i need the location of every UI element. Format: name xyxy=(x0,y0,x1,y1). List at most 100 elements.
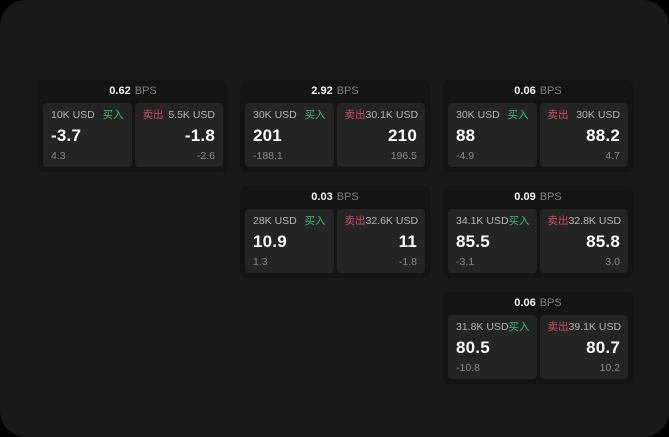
sell-amount: 30K USD xyxy=(576,109,620,121)
sell-price: 11 xyxy=(398,232,417,251)
sell-quote-panel[interactable]: 卖出 39.1K USD 80.7 10.2 xyxy=(539,315,628,379)
buy-amount: 28K USD xyxy=(253,215,297,227)
sell-price: 80.7 xyxy=(586,338,620,357)
sell-quote-panel[interactable]: 卖出 32.8K USD 85.8 3.0 xyxy=(539,209,628,273)
sell-side-label: 卖出 xyxy=(547,321,569,333)
bps-value: 0.62 xyxy=(109,85,131,97)
sell-side-label: 卖出 xyxy=(547,109,569,121)
bps-quote-card: 0.03 BPS 28K USD 买入 10.9 1.3 卖出 32.6K US… xyxy=(240,186,430,278)
buy-price: 88 xyxy=(456,126,476,145)
buy-price: 80.5 xyxy=(456,338,490,357)
buy-label-row: 10K USD 买入 xyxy=(51,110,124,121)
buy-side-label: 买入 xyxy=(102,109,124,121)
buy-amount: 34.1K USD xyxy=(456,215,509,227)
sell-label-row: 卖出 30K USD xyxy=(548,110,621,121)
quote-panels: 30K USD 买入 88 -4.9 卖出 30K USD 88.2 4.7 xyxy=(448,103,628,167)
sell-label-row: 卖出 32.8K USD xyxy=(547,215,622,227)
buy-label-row: 28K USD 买入 xyxy=(253,216,326,227)
buy-delta: 4.3 xyxy=(51,149,66,162)
buy-amount: 10K USD xyxy=(51,109,95,121)
bps-unit-label: BPS xyxy=(336,191,359,203)
buy-price: 85.5 xyxy=(456,232,490,251)
sell-delta: 196.5 xyxy=(390,149,417,162)
quote-panels: 10K USD 买入 -3.7 4.3 卖出 5.5K USD -1.8 -2.… xyxy=(43,103,223,167)
buy-label-row: 30K USD 买入 xyxy=(456,110,529,121)
buy-quote-panel[interactable]: 10K USD 买入 -3.7 4.3 xyxy=(43,103,132,167)
sell-label-row: 卖出 32.6K USD xyxy=(344,215,419,227)
sell-label-row: 卖出 30.1K USD xyxy=(344,109,419,121)
bps-quote-card: 0.06 BPS 31.8K USD 买入 80.5 -10.8 卖出 39.1… xyxy=(443,292,633,384)
sell-price: 85.8 xyxy=(586,232,620,251)
buy-delta: 1.3 xyxy=(253,255,268,268)
buy-delta: -3.1 xyxy=(456,255,475,268)
bps-unit-label: BPS xyxy=(134,85,157,97)
buy-quote-panel[interactable]: 30K USD 买入 201 -188.1 xyxy=(245,103,334,167)
sell-price: -1.8 xyxy=(184,126,215,145)
buy-delta: -188.1 xyxy=(253,149,283,162)
buy-price: -3.7 xyxy=(51,126,82,145)
buy-label-row: 30K USD 买入 xyxy=(253,110,326,121)
buy-quote-panel[interactable]: 28K USD 买入 10.9 1.3 xyxy=(245,209,334,273)
buy-amount: 31.8K USD xyxy=(456,321,509,333)
bps-value: 0.03 xyxy=(311,191,333,203)
bps-quote-card: 0.06 BPS 30K USD 买入 88 -4.9 卖出 30K USD 8… xyxy=(443,80,633,172)
buy-label-row: 34.1K USD 买入 xyxy=(456,215,530,227)
bps-quote-card: 0.62 BPS 10K USD 买入 -3.7 4.3 卖出 5.5K USD… xyxy=(38,80,228,172)
sell-amount: 39.1K USD xyxy=(568,321,622,333)
buy-price: 201 xyxy=(253,126,282,145)
bps-value: 2.92 xyxy=(311,85,333,97)
buy-delta: -4.9 xyxy=(456,149,475,162)
buy-amount: 30K USD xyxy=(456,109,500,121)
buy-side-label: 买入 xyxy=(507,109,529,121)
sell-label-row: 卖出 39.1K USD xyxy=(547,321,622,333)
sell-delta: 4.7 xyxy=(605,149,620,162)
buy-amount: 30K USD xyxy=(253,109,297,121)
buy-quote-panel[interactable]: 31.8K USD 买入 80.5 -10.8 xyxy=(448,315,537,379)
sell-quote-panel[interactable]: 卖出 32.6K USD 11 -1.8 xyxy=(336,209,425,273)
bps-header: 0.03 BPS xyxy=(240,186,430,209)
bps-value: 0.06 xyxy=(514,85,536,97)
bps-header: 0.06 BPS xyxy=(443,292,633,315)
bps-quote-card: 2.92 BPS 30K USD 买入 201 -188.1 卖出 30.1K … xyxy=(240,80,430,172)
bps-unit-label: BPS xyxy=(539,191,562,203)
buy-quote-panel[interactable]: 34.1K USD 买入 85.5 -3.1 xyxy=(448,209,537,273)
buy-quote-panel[interactable]: 30K USD 买入 88 -4.9 xyxy=(448,103,537,167)
bps-header: 2.92 BPS xyxy=(240,80,430,103)
bps-value: 0.06 xyxy=(514,297,536,309)
bps-unit-label: BPS xyxy=(539,85,562,97)
sell-amount: 5.5K USD xyxy=(168,109,215,121)
bps-header: 0.62 BPS xyxy=(38,80,228,103)
quote-panels: 30K USD 买入 201 -188.1 卖出 30.1K USD 210 1… xyxy=(245,103,425,167)
bps-header: 0.09 BPS xyxy=(443,186,633,209)
sell-amount: 32.8K USD xyxy=(568,215,622,227)
sell-amount: 30.1K USD xyxy=(365,109,419,121)
sell-quote-panel[interactable]: 卖出 30.1K USD 210 196.5 xyxy=(336,103,425,167)
quote-panels: 28K USD 买入 10.9 1.3 卖出 32.6K USD 11 -1.8 xyxy=(245,209,425,273)
sell-delta: -1.8 xyxy=(398,255,417,268)
sell-side-label: 卖出 xyxy=(344,109,366,121)
buy-delta: -10.8 xyxy=(456,361,480,374)
buy-side-label: 买入 xyxy=(508,321,530,333)
sell-delta: 3.0 xyxy=(605,255,620,268)
buy-side-label: 买入 xyxy=(304,109,326,121)
bps-quote-card: 0.09 BPS 34.1K USD 买入 85.5 -3.1 卖出 32.8K… xyxy=(443,186,633,278)
sell-label-row: 卖出 5.5K USD xyxy=(143,110,216,121)
bps-unit-label: BPS xyxy=(336,85,359,97)
buy-side-label: 买入 xyxy=(508,215,530,227)
sell-price: 88.2 xyxy=(586,126,620,145)
buy-side-label: 买入 xyxy=(304,215,326,227)
sell-quote-panel[interactable]: 卖出 5.5K USD -1.8 -2.6 xyxy=(134,103,223,167)
quote-panels: 34.1K USD 买入 85.5 -3.1 卖出 32.8K USD 85.8… xyxy=(448,209,628,273)
sell-amount: 32.6K USD xyxy=(365,215,419,227)
buy-price: 10.9 xyxy=(253,232,287,251)
buy-label-row: 31.8K USD 买入 xyxy=(456,321,530,333)
sell-side-label: 卖出 xyxy=(344,215,366,227)
sell-quote-panel[interactable]: 卖出 30K USD 88.2 4.7 xyxy=(539,103,628,167)
sell-side-label: 卖出 xyxy=(142,109,164,121)
quote-panels: 31.8K USD 买入 80.5 -10.8 卖出 39.1K USD 80.… xyxy=(448,315,628,379)
sell-side-label: 卖出 xyxy=(547,215,569,227)
bps-value: 0.09 xyxy=(514,191,536,203)
bps-unit-label: BPS xyxy=(539,297,562,309)
sell-price: 210 xyxy=(388,126,417,145)
